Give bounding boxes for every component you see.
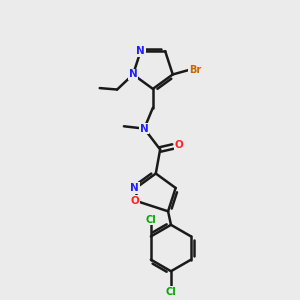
Text: Cl: Cl — [166, 287, 176, 297]
Text: O: O — [130, 196, 139, 206]
Text: N: N — [136, 46, 145, 56]
Text: N: N — [140, 124, 148, 134]
Text: N: N — [130, 183, 139, 193]
Text: O: O — [175, 140, 183, 150]
Text: Br: Br — [189, 65, 201, 75]
Text: N: N — [129, 70, 137, 80]
Text: Cl: Cl — [146, 214, 156, 225]
